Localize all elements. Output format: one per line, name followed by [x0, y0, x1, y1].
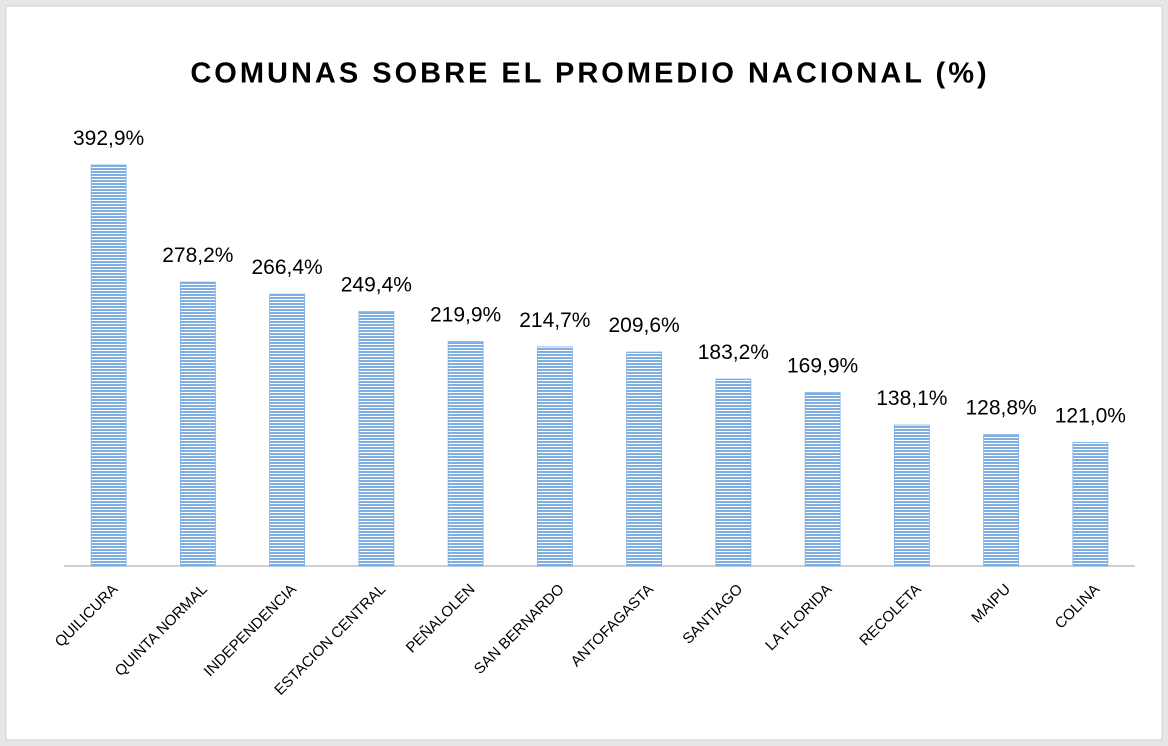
data-label: 266,4%: [252, 256, 323, 279]
bar: [983, 434, 1020, 567]
data-label: 249,4%: [341, 273, 412, 296]
bar: [358, 311, 395, 567]
bar: [536, 346, 573, 567]
bar: [179, 281, 216, 567]
bar: [626, 351, 663, 567]
data-label: 128,8%: [966, 397, 1037, 420]
data-label: 138,1%: [876, 387, 947, 410]
data-label: 214,7%: [519, 309, 590, 332]
bar: [269, 293, 306, 567]
bar: [893, 424, 930, 567]
data-label: 169,9%: [787, 355, 858, 378]
data-label: 121,0%: [1055, 405, 1126, 428]
bar: [447, 341, 484, 567]
bar: [1072, 442, 1109, 567]
data-label: 209,6%: [609, 314, 680, 337]
bar: [804, 392, 841, 567]
bar: [715, 378, 752, 567]
data-label: 278,2%: [162, 244, 233, 267]
chart-title: COMUNAS SOBRE EL PROMEDIO NACIONAL (%): [190, 58, 989, 90]
data-label: 183,2%: [698, 341, 769, 364]
data-label: 219,9%: [430, 304, 501, 327]
chart-area: [5, 5, 1163, 741]
bar: [90, 164, 127, 567]
data-label: 392,9%: [73, 127, 144, 150]
